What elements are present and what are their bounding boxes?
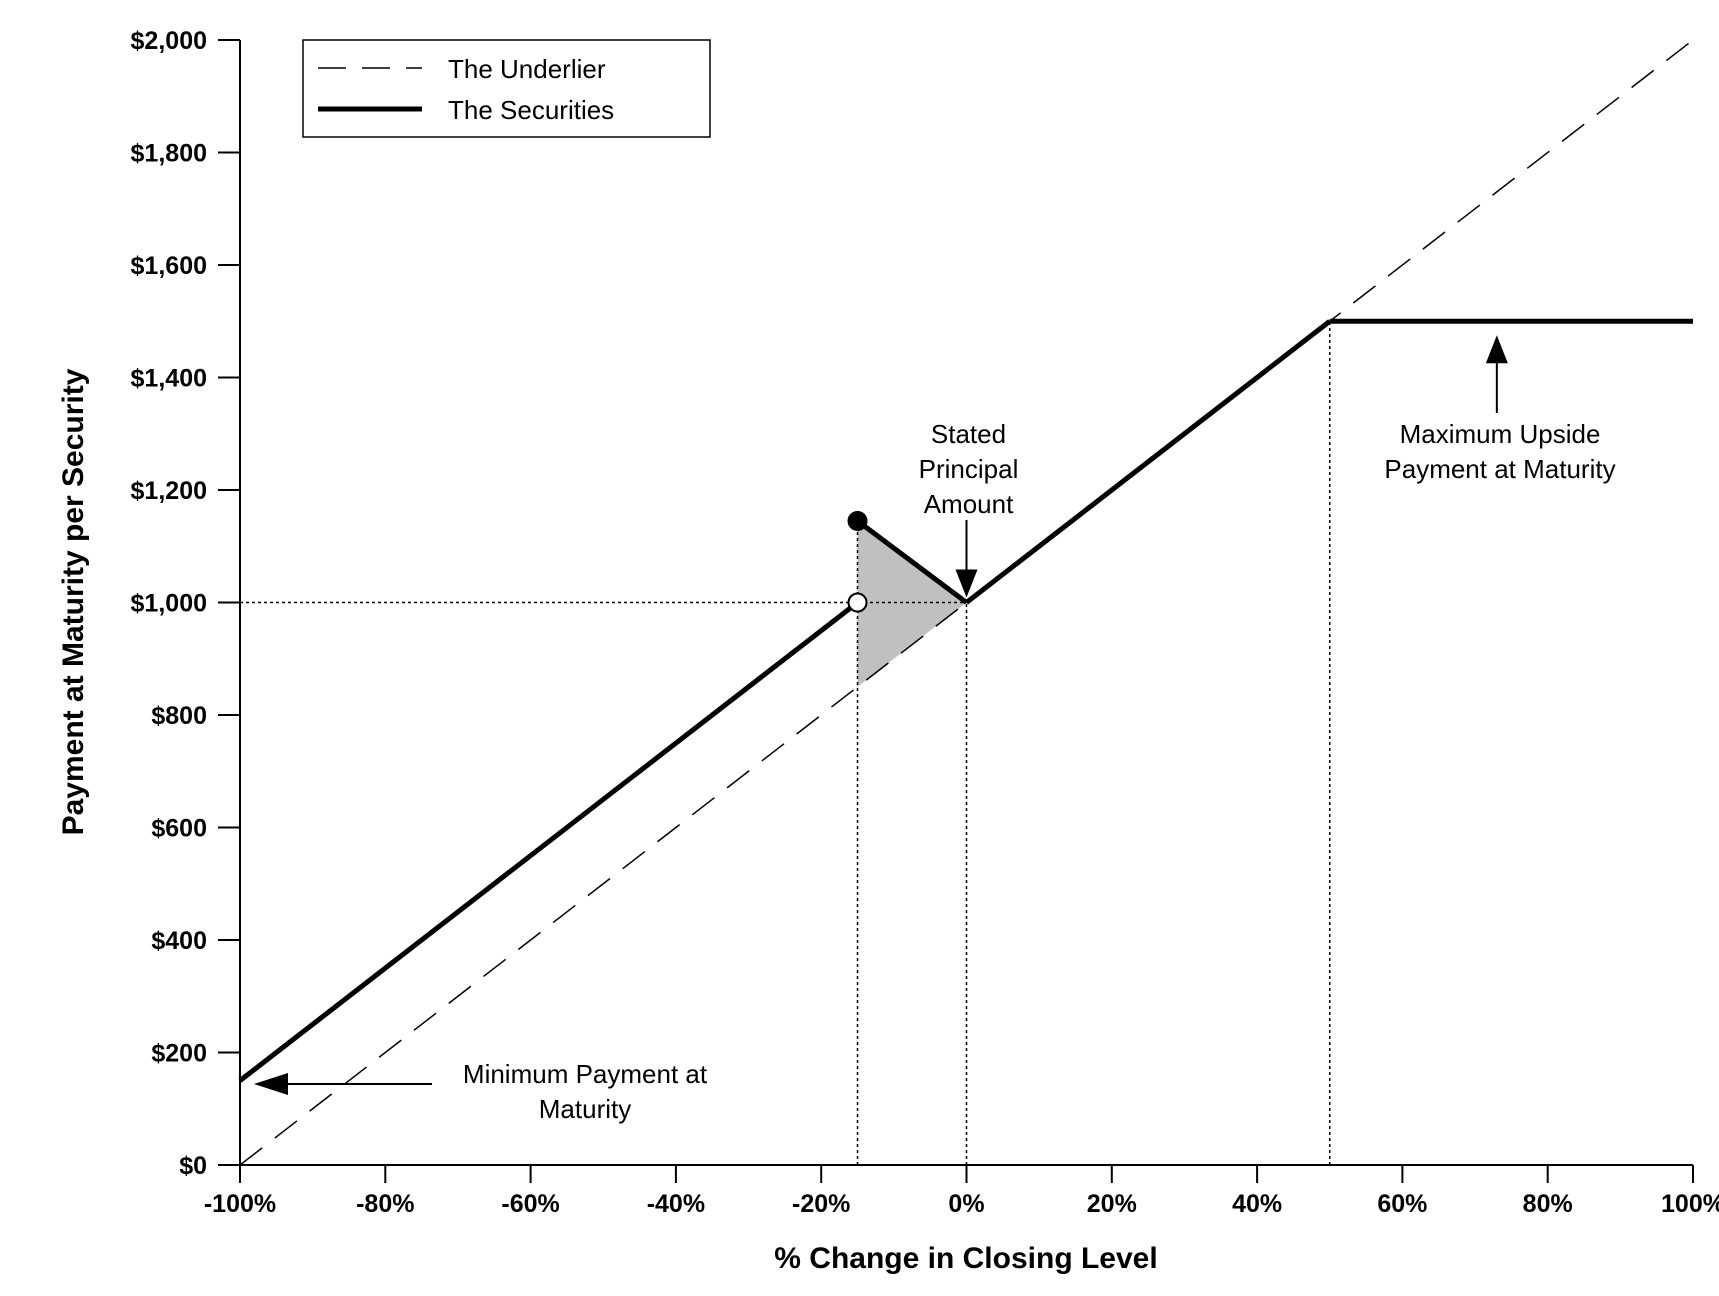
x-tick-label: -60% [501,1190,559,1218]
max-upside-label: Maximum Upside [1400,419,1601,449]
securities-segment [238,600,860,1083]
x-tick-label: 0% [948,1190,984,1218]
y-tick-label: $600 [151,815,207,843]
reference-lines-layer [240,321,1331,1165]
legend-box [302,39,711,138]
stated-principal-label: Stated [931,419,1006,449]
y-tick-label: $0 [179,1152,207,1180]
y-tick-label: $800 [151,702,207,730]
stated-principal-label: Amount [924,489,1014,519]
x-tick-label: -20% [792,1190,850,1218]
annotations-layer: Stated Principal Amount Maximum Upside Payme… [254,335,1616,1124]
max-upside-arrow-head [1485,335,1508,364]
series-layer [238,39,1694,1166]
y-tick-label: $400 [151,927,207,955]
filled-marker [847,510,868,531]
y-tick-label: $1,200 [131,477,207,505]
x-tick-label: 80% [1523,1190,1573,1218]
stated-principal-arrow-head [955,569,978,598]
y-tick-label: $1,800 [131,140,207,168]
y-tick-label: $200 [151,1040,207,1068]
stated-principal-label: Principal [919,454,1019,484]
max-upside-label: Payment at Maturity [1384,454,1615,484]
y-tick-label: $1,400 [131,365,207,393]
x-tick-label: 20% [1087,1190,1137,1218]
x-axis-title: % Change in Closing Level [774,1242,1157,1275]
securities-segment [856,518,968,605]
markers-layer [847,510,868,613]
x-tick-label: -80% [356,1190,414,1218]
min-payment-arrow-head [254,1073,288,1095]
min-payment-label: Maturity [539,1094,631,1124]
axes-layer: $0 $200 $400 $600 $800 $1,000 $1,200 $1,400 $1,6… [131,27,1719,1218]
legend: The Underlier The Securities [302,39,711,138]
legend-label-underlier: The Underlier [448,54,606,84]
min-payment-label: Minimum Payment at [463,1059,708,1089]
y-tick-label: $1,000 [131,590,207,618]
shaded-region [857,520,967,687]
x-tick-label: 100% [1661,1190,1719,1218]
x-tick-label: -100% [204,1190,276,1218]
y-tick-label: $1,600 [131,252,207,280]
shaded-region-layer [857,520,967,687]
x-tick-label: 40% [1232,1190,1282,1218]
legend-label-securities: The Securities [448,95,614,125]
y-axis-title: Payment at Maturity per Security [57,368,90,835]
x-tick-label: 60% [1377,1190,1427,1218]
securities-segment [964,319,1332,605]
y-tick-label: $2,000 [131,27,207,55]
x-tick-label: -40% [647,1190,705,1218]
open-marker [847,592,868,613]
